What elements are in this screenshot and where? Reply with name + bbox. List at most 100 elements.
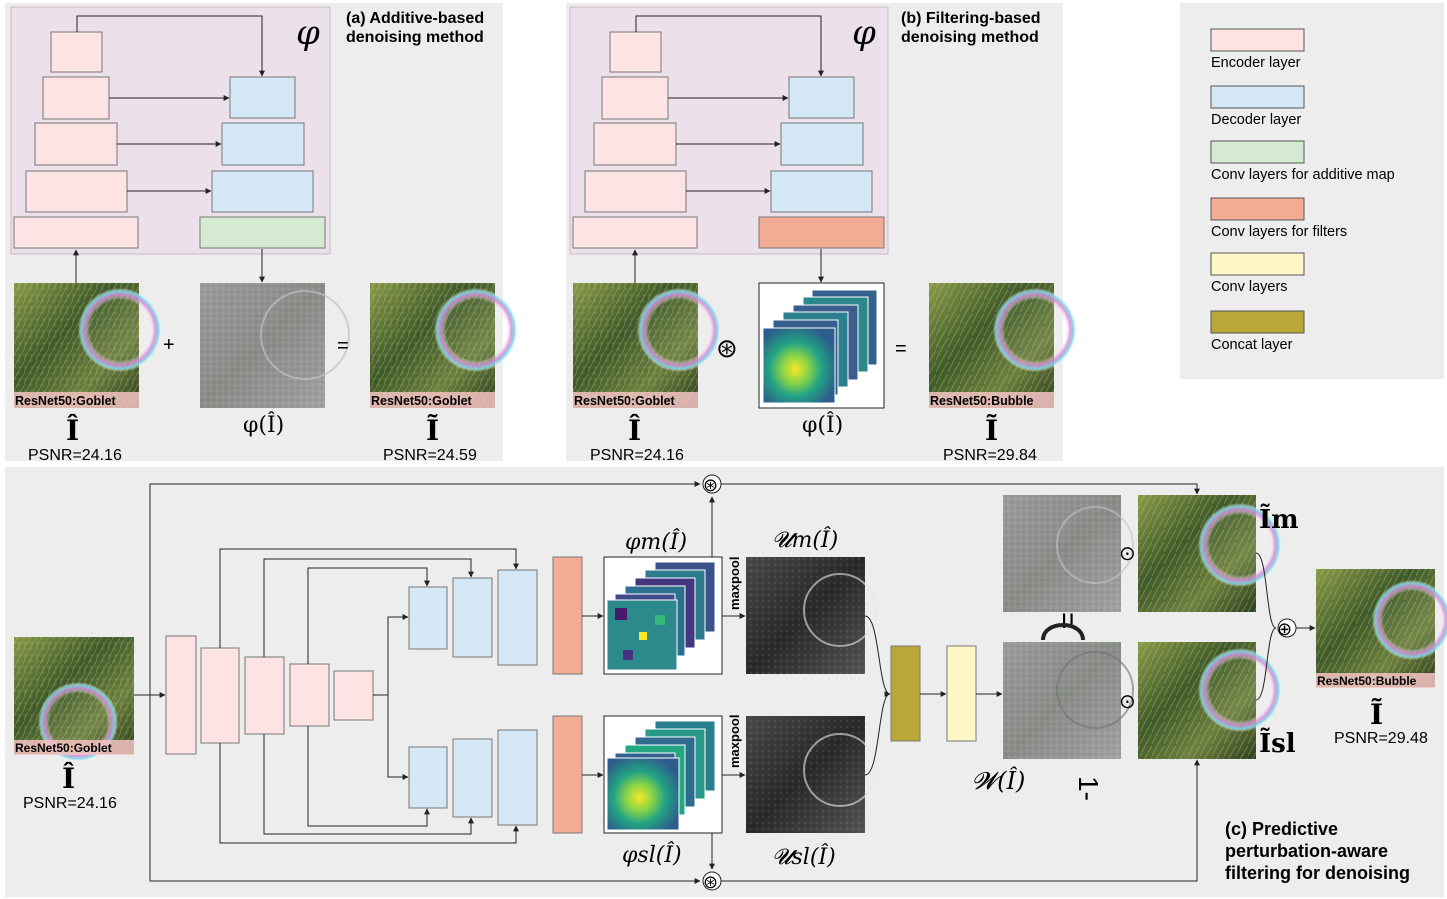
panel-b-filter-stack bbox=[758, 282, 885, 409]
panel-a-input-symbol: Î bbox=[66, 414, 79, 447]
panel-c-output-psnr: PSNR=29.48 bbox=[1334, 730, 1428, 747]
additive-conv-layer bbox=[199, 216, 326, 249]
complement-bracket bbox=[1041, 623, 1085, 641]
legend-swatch-decoder bbox=[1210, 85, 1305, 109]
panel-a-input-image bbox=[14, 283, 162, 408]
panel-b-input-psnr: PSNR=24.16 bbox=[590, 447, 684, 464]
conv-operator-top-symbol: ⊛ bbox=[703, 475, 718, 495]
panel-c-title-line2: perturbation-aware bbox=[1225, 841, 1388, 861]
encoder-layer bbox=[593, 122, 677, 166]
legend-swatch-encoder bbox=[1210, 28, 1305, 52]
panel-a-output-image bbox=[370, 283, 518, 408]
panel-b-title-line2: denoising method bbox=[901, 29, 1039, 46]
panel-c-input-symbol: Î bbox=[62, 762, 75, 795]
panel-c-input-image bbox=[14, 637, 134, 762]
legend-swatch-additive bbox=[1210, 140, 1305, 164]
encoder-layer bbox=[572, 216, 698, 249]
panel-c-output-label: ResNet50:Bubble bbox=[1317, 674, 1417, 688]
decoder-layer-bottom bbox=[497, 729, 538, 826]
legend: Encoder layer Decoder layer Conv layers … bbox=[1180, 3, 1444, 379]
encoder-layer bbox=[34, 122, 118, 166]
u-sl-map bbox=[746, 716, 877, 833]
legend-swatch-conv bbox=[1210, 252, 1305, 276]
panel-b-input-image bbox=[573, 283, 721, 408]
legend-label-encoder: Encoder layer bbox=[1211, 55, 1301, 71]
panel-a-input-label: ResNet50:Goblet bbox=[15, 394, 117, 408]
decoder-layer-top bbox=[408, 586, 448, 650]
encoder-layer bbox=[200, 647, 240, 744]
phi-m-filter-stack bbox=[603, 556, 723, 675]
panel-a: φ (a) Additive-based denoising method Re… bbox=[5, 3, 518, 464]
panel-b-map-label: φ(Î) bbox=[802, 411, 843, 438]
panel-b-output-psnr: PSNR=29.84 bbox=[943, 447, 1037, 464]
legend-label-concat: Concat layer bbox=[1211, 337, 1293, 353]
phi-m-label: φm(Î) bbox=[625, 528, 687, 555]
encoder-layer bbox=[13, 216, 139, 249]
dot-operator-bottom: ⊙ bbox=[1119, 691, 1136, 713]
panel-c-input-label: ResNet50:Goblet bbox=[15, 741, 112, 755]
conv-layer bbox=[946, 645, 977, 742]
w-label: 𝓦(Î) bbox=[972, 766, 1025, 795]
panel-a-phi-symbol: φ bbox=[296, 13, 320, 53]
phi-sl-filter-stack bbox=[603, 715, 723, 834]
panel-c-input-psnr: PSNR=24.16 bbox=[23, 795, 117, 812]
panel-c-output-image bbox=[1316, 569, 1447, 688]
decoder-layer-top bbox=[452, 577, 493, 658]
encoder-layer bbox=[584, 170, 687, 213]
i-m-image bbox=[1138, 495, 1282, 612]
legend-label-additive: Conv layers for additive map bbox=[1211, 167, 1395, 183]
decoder-layer bbox=[229, 76, 296, 119]
maxpool-label-bottom: maxpool bbox=[727, 715, 742, 768]
decoder-layer bbox=[221, 122, 305, 166]
filter-conv-layer-bottom bbox=[552, 715, 583, 834]
panel-b-input-label: ResNet50:Goblet bbox=[574, 394, 676, 408]
equals-sign: = bbox=[895, 338, 907, 360]
panel-c: ResNet50:Goblet Î PSNR=24.16 bbox=[5, 467, 1447, 897]
encoder-layer bbox=[609, 31, 662, 73]
u-m-map bbox=[746, 557, 877, 674]
encoder-layer bbox=[333, 670, 374, 721]
panel-c-title-line1: (c) Predictive bbox=[1225, 819, 1338, 839]
encoder-layer bbox=[165, 635, 197, 755]
i-m-label: Ĩm bbox=[1259, 503, 1299, 535]
maxpool-label-top: maxpool bbox=[727, 557, 742, 610]
panel-a-input-psnr: PSNR=24.16 bbox=[28, 447, 122, 464]
legend-label-filters: Conv layers for filters bbox=[1211, 224, 1347, 240]
filter-conv-layer-top bbox=[552, 556, 583, 675]
legend-label-conv: Conv layers bbox=[1211, 279, 1288, 295]
panel-b-title-line1: (b) Filtering-based bbox=[901, 10, 1041, 27]
decoder-layer bbox=[780, 122, 864, 166]
legend-swatch-filters bbox=[1210, 197, 1305, 221]
encoder-layer bbox=[50, 31, 103, 73]
legend-label-decoder: Decoder layer bbox=[1211, 112, 1301, 128]
panel-a-title-line2: denoising method bbox=[346, 29, 484, 46]
panel-b-input-symbol: Î bbox=[628, 414, 641, 447]
encoder-layer bbox=[244, 656, 285, 735]
u-sl-label: 𝓤sl(Î) bbox=[772, 843, 836, 870]
convolution-operator: ⊛ bbox=[716, 333, 738, 363]
panel-c-title-line3: filtering for denoising bbox=[1225, 863, 1410, 883]
conv-operator-bottom-symbol: ⊛ bbox=[703, 872, 718, 892]
equals-sign: = bbox=[337, 335, 349, 357]
u-m-label: 𝓤m(Î) bbox=[772, 526, 838, 553]
decoder-layer-top bbox=[497, 569, 538, 666]
weight-map-w bbox=[1003, 642, 1134, 759]
decoder-layer-bottom bbox=[408, 746, 448, 809]
encoder-layer bbox=[25, 170, 128, 213]
i-sl-label: Ĩsl bbox=[1259, 727, 1296, 759]
panel-a-map-label: φ(Î) bbox=[243, 411, 284, 438]
weight-map-complement bbox=[1003, 495, 1134, 612]
panel-a-title-line1: (a) Additive-based bbox=[346, 10, 484, 27]
panel-c-output-symbol: Ĩ bbox=[1370, 698, 1383, 731]
panel-a-output-psnr: PSNR=24.59 bbox=[383, 447, 477, 464]
encoder-layer bbox=[289, 663, 330, 727]
filter-conv-layer bbox=[758, 216, 885, 249]
panel-a-output-symbol: Ĩ bbox=[426, 414, 439, 447]
panel-b: φ (b) Filtering-based denoising method R… bbox=[566, 3, 1077, 464]
decoder-layer bbox=[211, 170, 314, 213]
concat-layer bbox=[890, 645, 921, 742]
panel-b-output-symbol: Ĩ bbox=[985, 414, 998, 447]
plus-sign: + bbox=[163, 334, 175, 356]
panel-a-additive-map bbox=[200, 283, 350, 408]
